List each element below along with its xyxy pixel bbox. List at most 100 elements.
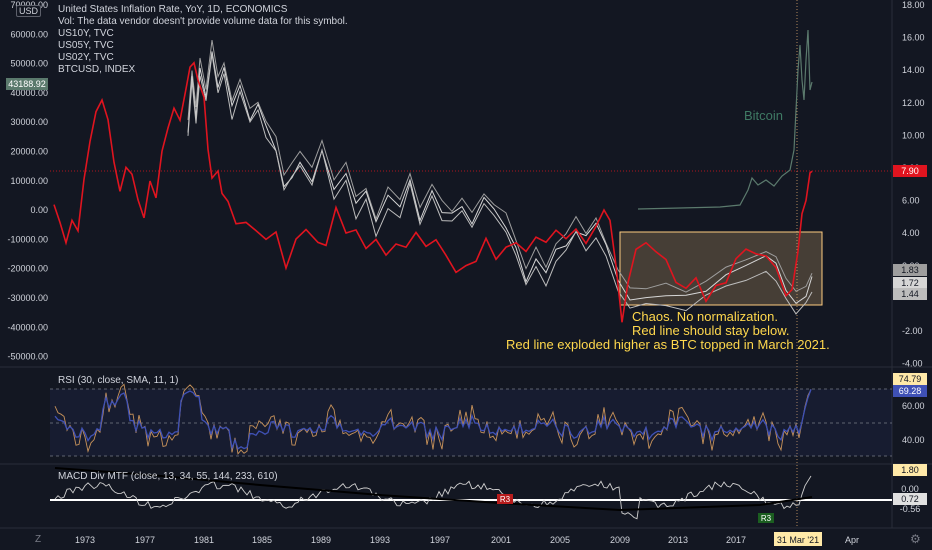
time-axis-label: 1985	[252, 535, 272, 545]
macd-tag-1: 1.80	[893, 464, 927, 476]
cursor-date-tag-bg	[774, 532, 822, 546]
left-axis-tick: 40000.00	[10, 88, 48, 98]
macd-tag-1-text: 1.80	[901, 465, 919, 475]
time-axis-label: 2013	[668, 535, 688, 545]
highlight-box	[619, 231, 823, 306]
right-axis-tick: 10.00	[902, 130, 925, 140]
annotation-line-2: Red line should stay below.	[632, 323, 790, 338]
btcusd-line	[637, 29, 813, 210]
us05y-tag-bg	[893, 277, 927, 289]
time-axis-label: 1993	[370, 535, 390, 545]
legend-series-us10y[interactable]: US10Y, TVC	[58, 28, 114, 39]
right-axis-tick: 6.00	[902, 196, 920, 206]
annotation-line-1: Chaos. No normalization.	[632, 309, 778, 324]
us05y-tag: 1.72	[893, 277, 927, 289]
cursor-date-tag-text: 31 Mar '21	[777, 535, 819, 545]
right-axis-tick: 12.00	[902, 98, 925, 108]
time-axis-label: 1981	[194, 535, 214, 545]
us05y-line	[187, 51, 813, 304]
us10y-tag-text: 1.83	[901, 265, 919, 275]
currency-badge[interactable]: USD	[16, 5, 42, 17]
left-axis-tick: -40000.00	[7, 322, 48, 332]
inflation-tag-bg	[893, 165, 927, 177]
left-axis-tick: 60000.00	[10, 29, 48, 39]
time-axis-label: 1997	[430, 535, 450, 545]
left-price-tag-bg	[6, 78, 48, 90]
macd-tag-2-bg	[893, 493, 927, 505]
time-axis-label: 2001	[491, 535, 511, 545]
macd-r3-marker: R3	[758, 513, 774, 523]
macd-r3-marker-text: R3	[761, 514, 772, 523]
rsi-sma-tag-text: 69.28	[899, 386, 922, 396]
us10y-tag-bg	[893, 264, 927, 276]
macd-label[interactable]: MACD Div MTF (close, 13, 34, 55, 144, 23…	[58, 471, 278, 482]
rsi-value-tag-text: 74.79	[899, 374, 922, 384]
inflation-rate-line	[53, 61, 813, 323]
left-axis-tick: 0.00	[30, 205, 48, 215]
rsi-sma-tag: 69.28	[893, 385, 927, 397]
macd-slow-line	[54, 467, 813, 512]
us10y-line	[187, 40, 813, 293]
annotation-line-3: Red line exploded higher as BTC topped i…	[506, 337, 830, 352]
rsi-sma-tag-bg	[893, 385, 927, 397]
macd-tick: 0.00	[901, 484, 919, 494]
right-axis-tick: 4.00	[902, 228, 920, 238]
gear-icon[interactable]: ⚙	[910, 532, 921, 546]
time-axis-label: Apr	[845, 535, 859, 545]
z-icon[interactable]: Z	[35, 534, 42, 545]
cursor-date-tag: 31 Mar '21	[774, 532, 822, 546]
legend-title[interactable]: United States Inflation Rate, YoY, 1D, E…	[58, 4, 288, 15]
left-price-tag-text: 43188.92	[8, 79, 46, 89]
left-axis-tick: 50000.00	[10, 59, 48, 69]
left-axis-tick: 20000.00	[10, 147, 48, 157]
time-axis-label: 2017	[726, 535, 746, 545]
time-axis-label: 2005	[550, 535, 570, 545]
macd-line	[54, 475, 812, 520]
right-axis-tick: 18.00	[902, 0, 925, 10]
right-axis-tick: 16.00	[902, 33, 925, 43]
right-axis-tick: -4.00	[902, 359, 923, 369]
bitcoin-annotation: Bitcoin	[744, 108, 784, 123]
macd-tag-2-text: 0.72	[901, 494, 919, 504]
rsi-value-tag: 74.79	[893, 373, 927, 385]
macd-r3-marker-bg	[497, 494, 513, 504]
time-axis-label: 1977	[135, 535, 155, 545]
legend-series-us05y[interactable]: US05Y, TVC	[58, 40, 114, 51]
us02y-tag: 1.44	[893, 288, 927, 300]
rsi-value-tag-bg	[893, 373, 927, 385]
macd-tag-1-bg	[893, 464, 927, 476]
legend-series-btcusd[interactable]: BTCUSD, INDEX	[58, 64, 136, 75]
us02y-tag-text: 1.44	[901, 289, 919, 299]
left-axis-tick: -50000.00	[7, 352, 48, 362]
left-axis-tick: 30000.00	[10, 117, 48, 127]
inflation-tag-text: 7.90	[901, 166, 919, 176]
legend-series-us02y[interactable]: US02Y, TVC	[58, 52, 114, 63]
macd-tag-2: 0.72	[893, 493, 927, 505]
left-axis-tick: -30000.00	[7, 293, 48, 303]
rsi-tick: 40.00	[902, 435, 925, 445]
us02y-tag-bg	[893, 288, 927, 300]
left-axis-tick: -20000.00	[7, 264, 48, 274]
us05y-tag-text: 1.72	[901, 278, 919, 288]
macd-r3-marker-bg	[758, 513, 774, 523]
rsi-sma-line	[54, 389, 812, 451]
main-legend: United States Inflation Rate, YoY, 1D, E…	[58, 4, 348, 76]
legend-volume-note: Vol: The data vendor doesn't provide vol…	[58, 16, 348, 27]
right-axis-tick: -2.00	[902, 326, 923, 336]
time-axis-label: 1973	[75, 535, 95, 545]
us10y-tag: 1.83	[893, 264, 927, 276]
macd-r3-marker-text: R3	[500, 495, 511, 504]
left-price-tag: 43188.92	[6, 78, 48, 90]
macd-r3-marker: R3	[497, 494, 513, 504]
time-axis-label: 1989	[311, 535, 331, 545]
rsi-tick: 60.00	[902, 401, 925, 411]
us02y-line	[187, 54, 813, 315]
rsi-band	[50, 389, 892, 456]
macd-tick: -0.56	[900, 504, 921, 514]
right-axis-tick: 14.00	[902, 65, 925, 75]
inflation-tag: 7.90	[893, 165, 927, 177]
time-axis-label: 2009	[610, 535, 630, 545]
rsi-label[interactable]: RSI (30, close, SMA, 11, 1)	[58, 375, 179, 386]
left-axis-tick: -10000.00	[7, 234, 48, 244]
